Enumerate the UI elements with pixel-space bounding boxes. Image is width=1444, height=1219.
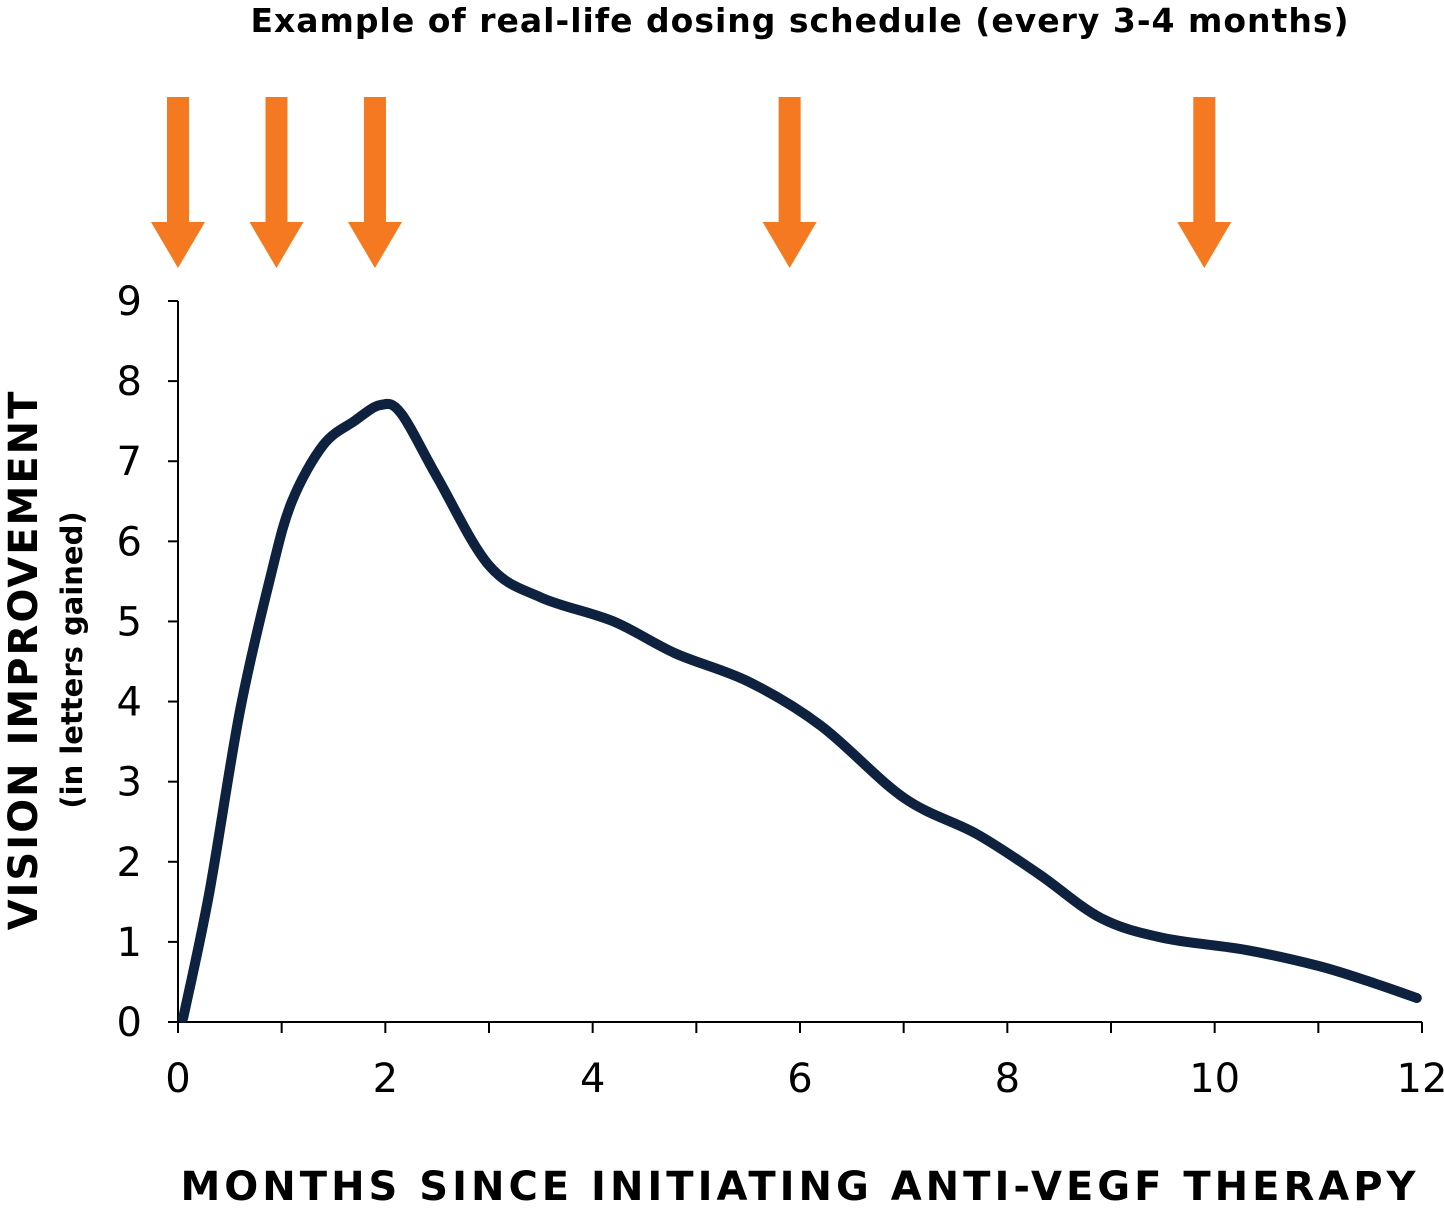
y-tick-label: 3: [117, 760, 142, 806]
dose-arrow: [1177, 97, 1232, 268]
series-line-vision-improvement: [178, 398, 1422, 1023]
y-tick-label: 9: [117, 279, 142, 325]
x-tick-label: 4: [580, 1056, 605, 1102]
y-axis-label: VISION IMPROVEMENT: [1, 390, 47, 931]
y-tick-label: 2: [117, 840, 142, 886]
dose-arrow: [151, 97, 205, 268]
y-tick-label: 4: [117, 680, 142, 726]
x-tick-label: 8: [995, 1056, 1020, 1102]
y-tick-label: 0: [117, 1000, 142, 1046]
x-tick-label: 10: [1189, 1056, 1240, 1102]
y-tick-label: 7: [117, 439, 142, 485]
y-tick-label: 8: [117, 359, 142, 405]
y-axis-ticks: 0 1 2 3 4 5 6 7 8 9: [117, 279, 178, 1046]
x-tick-label: 6: [787, 1056, 812, 1102]
x-tick-label: 2: [373, 1056, 398, 1102]
x-axis-label: MONTHS SINCE INITIATING ANTI-VEGF THERAP…: [181, 1164, 1420, 1210]
y-tick-label: 6: [117, 519, 142, 565]
dose-arrow: [249, 97, 304, 268]
x-tick-label: 0: [165, 1056, 190, 1102]
y-axis-sublabel: (in letters gained): [55, 511, 89, 808]
dose-arrow: [347, 97, 402, 268]
y-tick-label: 1: [117, 920, 142, 966]
x-tick-label: 12: [1397, 1056, 1444, 1102]
dose-arrows: [151, 97, 1232, 268]
dose-arrow: [762, 97, 817, 268]
chart-title: Example of real-life dosing schedule (ev…: [250, 1, 1349, 40]
x-axis-ticks: 0 2 4 6 8 10 12: [165, 1022, 1444, 1102]
y-tick-label: 5: [117, 599, 142, 645]
